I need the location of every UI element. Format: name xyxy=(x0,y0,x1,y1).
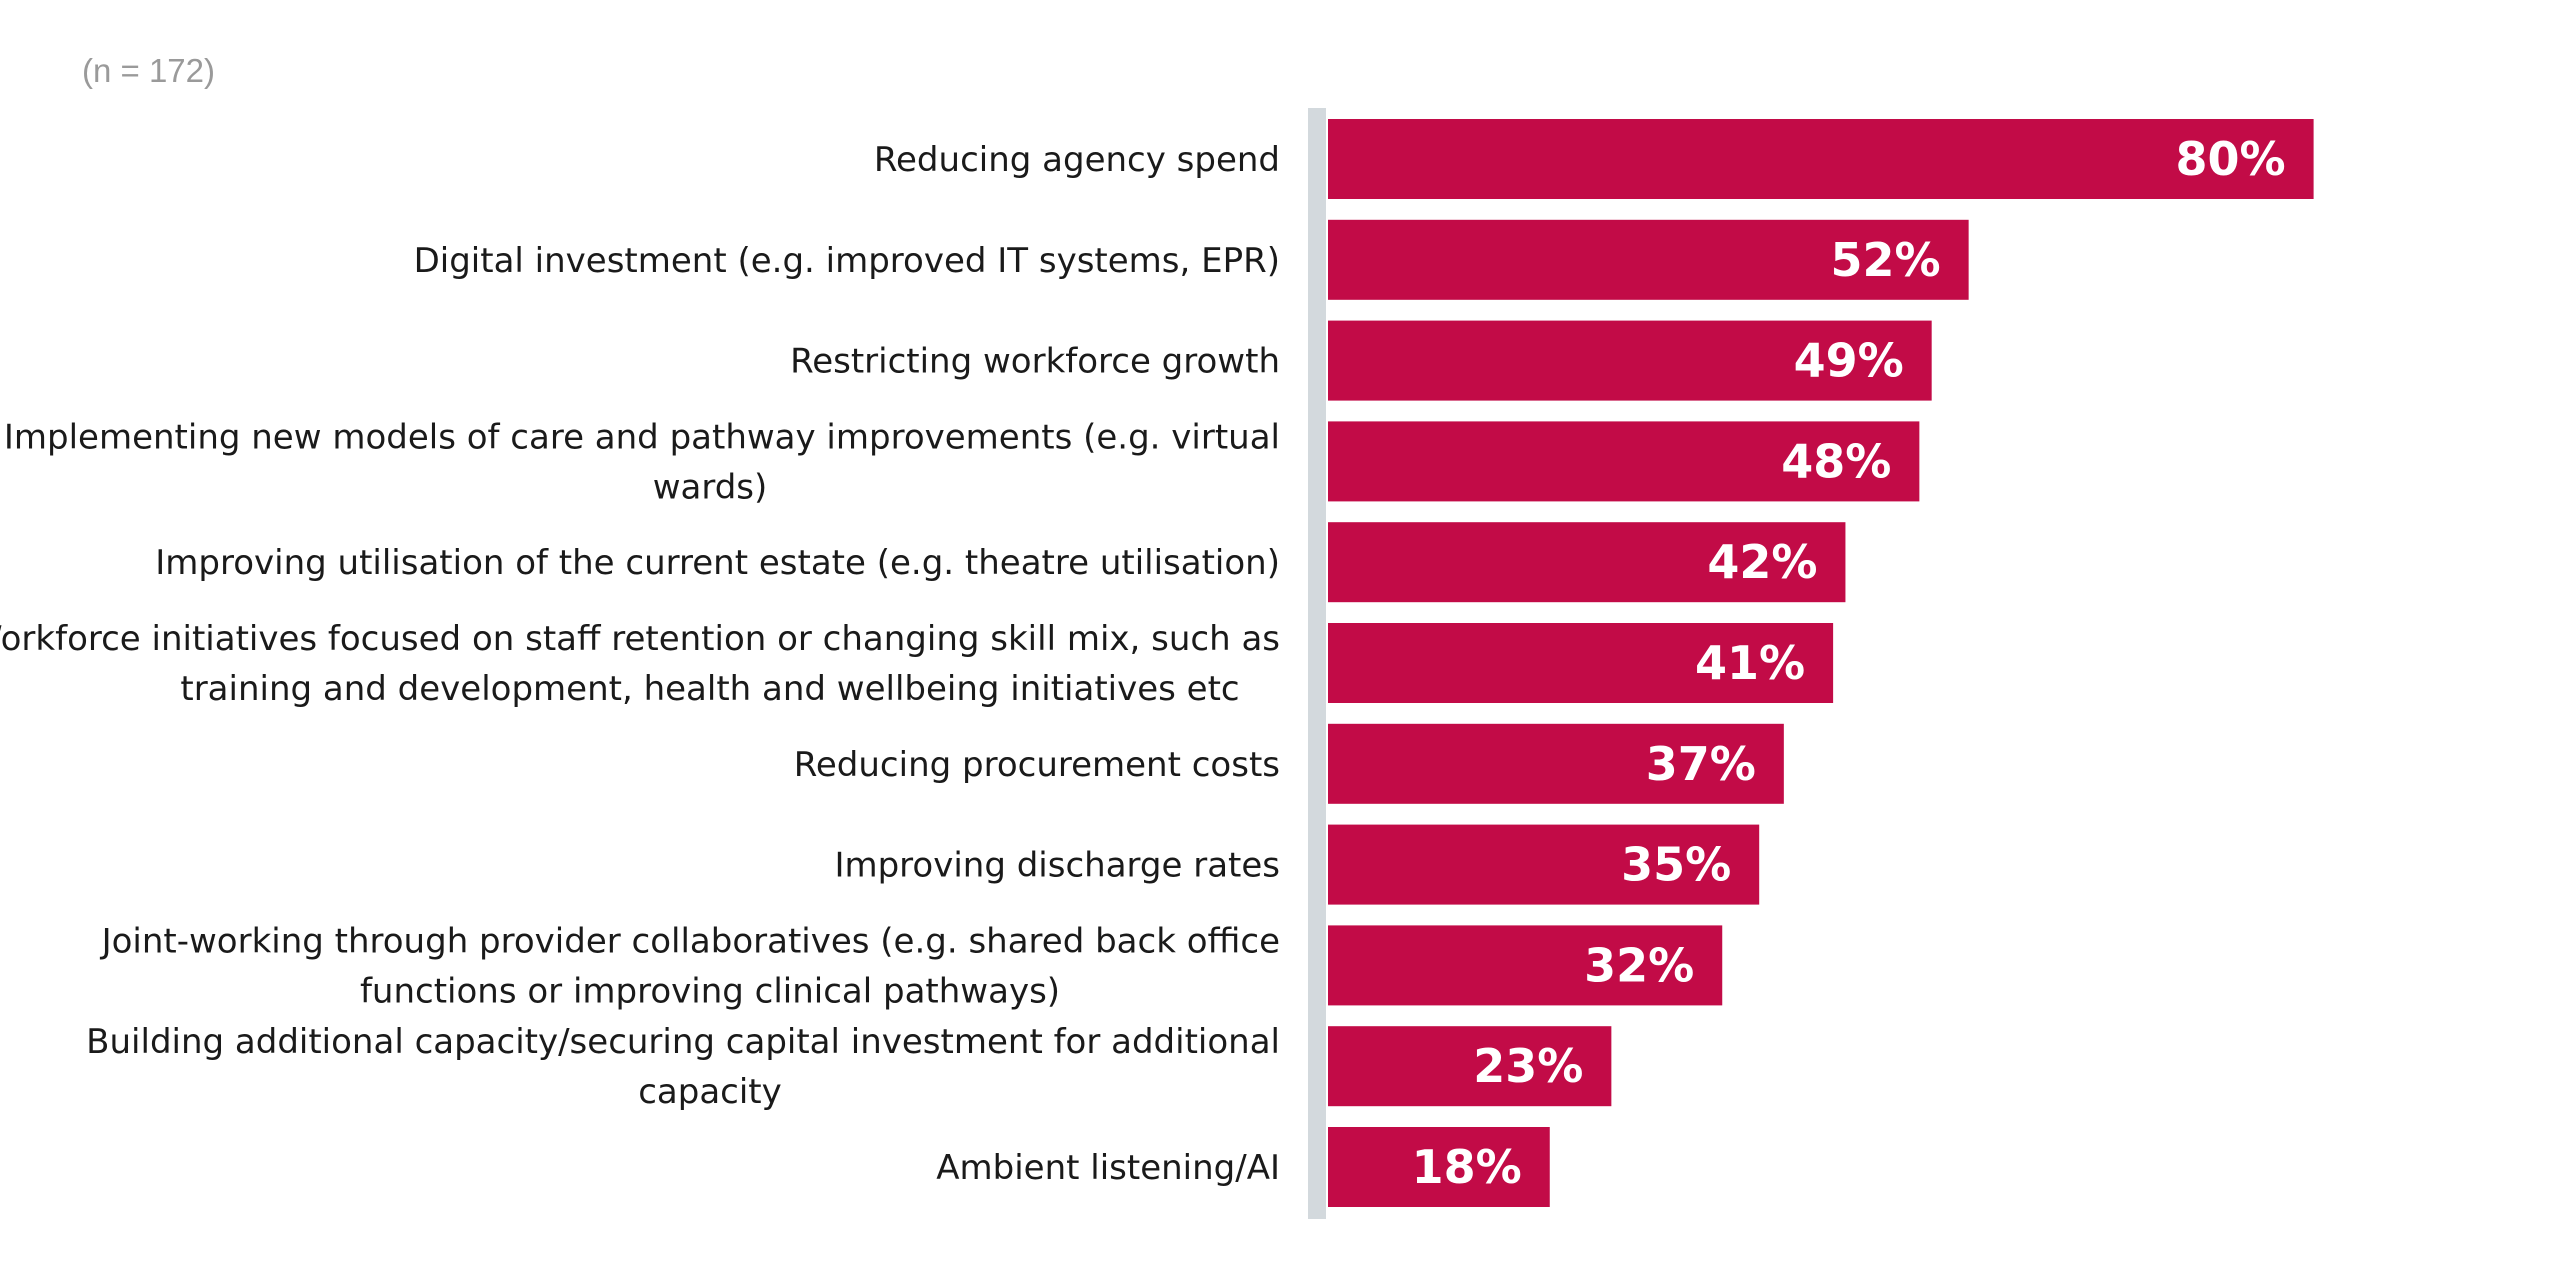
bar-value-label: 41% xyxy=(1695,636,1805,690)
category-labels-layer: Reducing agency spend Digital investment … xyxy=(0,140,1280,1188)
bar-value-label: 23% xyxy=(1473,1039,1583,1093)
category-label-line: wards) xyxy=(653,467,768,507)
bar-value-label: 48% xyxy=(1781,434,1891,488)
bar-value-label: 42% xyxy=(1707,535,1817,589)
bar-value-label: 18% xyxy=(1412,1140,1522,1194)
bar-value-label: 32% xyxy=(1584,938,1694,992)
category-label-line: Reducing agency spend xyxy=(874,140,1280,180)
bar xyxy=(1328,1026,1612,1107)
bar xyxy=(1328,1127,1550,1207)
bar xyxy=(1328,723,1784,804)
bar xyxy=(1328,421,1920,502)
category-label: Improving discharge rates xyxy=(834,846,1280,886)
category-label-line: functions or improving clinical pathways… xyxy=(360,971,1060,1011)
bar-value-label: 49% xyxy=(1794,334,1904,388)
category-label-line: Workforce initiatives focused on staff r… xyxy=(0,619,1280,659)
bar xyxy=(1328,522,1846,603)
category-label-line: training and development, health and wel… xyxy=(180,669,1239,709)
category-label-line: capacity xyxy=(638,1072,782,1112)
category-label: Implementing new models of care and path… xyxy=(4,417,1280,507)
bar-value-label: 52% xyxy=(1831,233,1941,287)
category-label: Ambient listening/AI xyxy=(936,1148,1280,1188)
category-label: Improving utilisation of the current est… xyxy=(155,543,1280,583)
bar xyxy=(1328,219,1969,300)
bar xyxy=(1328,119,2314,199)
category-label-line: Joint-working through provider collabora… xyxy=(100,921,1280,961)
category-label: Joint-working through provider collabora… xyxy=(100,921,1280,1011)
bars-layer: 80% 52% 49% 48% 42% 41% 37% 35% 32%23% 18% xyxy=(1328,119,2314,1207)
category-label: Digital investment (e.g. improved IT sys… xyxy=(414,241,1280,281)
category-label: Building additional capacity/securing ca… xyxy=(86,1022,1280,1112)
category-label-line: Implementing new models of care and path… xyxy=(4,417,1280,457)
category-label: Workforce initiatives focused on staff r… xyxy=(0,619,1280,709)
bar xyxy=(1328,824,1760,905)
bar xyxy=(1328,623,1834,703)
category-label-line: Reducing procurement costs xyxy=(794,745,1280,785)
category-label-line: Ambient listening/AI xyxy=(936,1148,1280,1188)
category-label: Reducing agency spend xyxy=(874,140,1280,180)
category-label: Reducing procurement costs xyxy=(794,745,1280,785)
bar-value-label: 37% xyxy=(1646,737,1756,791)
axis-layer xyxy=(1308,108,1326,1219)
category-label-line: Improving utilisation of the current est… xyxy=(155,543,1280,583)
category-label-line: Improving discharge rates xyxy=(834,846,1280,886)
bar xyxy=(1328,925,1723,1006)
category-label-line: Restricting workforce growth xyxy=(790,342,1280,382)
category-label: Restricting workforce growth xyxy=(790,342,1280,382)
category-label-line: Digital investment (e.g. improved IT sys… xyxy=(414,241,1280,281)
category-label-line: Building additional capacity/securing ca… xyxy=(86,1022,1280,1062)
bar-value-label: 35% xyxy=(1621,838,1731,892)
y-axis-line xyxy=(1308,108,1326,1219)
bar-value-label: 80% xyxy=(2175,132,2285,186)
sample-size-note: (n = 172) xyxy=(82,52,215,89)
bar xyxy=(1328,320,1932,401)
